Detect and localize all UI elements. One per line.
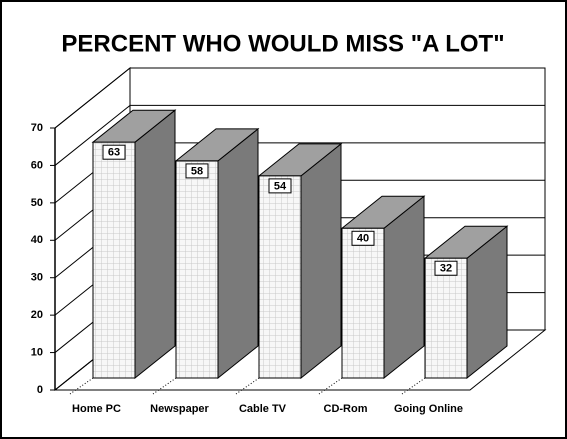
y-tick-label: 40 (31, 234, 43, 246)
bar (92, 141, 136, 379)
value-label: 58 (191, 165, 203, 177)
chart-title: PERCENT WHO WOULD MISS "A LOT" (61, 30, 504, 57)
bar (175, 160, 219, 379)
x-tick-label: Home PC (72, 403, 121, 415)
bar (424, 257, 468, 379)
y-tick-label: 20 (31, 309, 43, 321)
y-tick-label: 30 (31, 272, 43, 284)
grid-line (54, 105, 131, 166)
value-label: 63 (108, 147, 120, 159)
value-label-box (185, 163, 209, 179)
value-label-box (268, 178, 292, 194)
y-tick-label: 70 (31, 122, 43, 134)
bar-side (300, 142, 342, 380)
x-tick-label: Going Online (394, 403, 463, 415)
bar (258, 175, 302, 379)
x-tick-label: CD-Rom (324, 403, 368, 415)
value-label: 40 (357, 233, 369, 245)
value-label: 54 (274, 180, 287, 192)
bar (341, 227, 385, 379)
y-tick-label: 10 (31, 346, 43, 358)
x-tick-label: Cable TV (239, 403, 287, 415)
value-label-box (351, 230, 375, 246)
bar-side (134, 109, 176, 380)
y-tick-label: 60 (31, 159, 43, 171)
x-tick-label: Newspaper (150, 403, 209, 415)
value-label: 32 (440, 263, 452, 275)
bar-side (217, 127, 259, 380)
value-label-box (102, 144, 126, 160)
y-tick-label: 0 (37, 384, 43, 396)
grid-line (54, 67, 131, 129)
value-label-box (434, 260, 458, 276)
y-tick-label: 50 (31, 197, 43, 209)
